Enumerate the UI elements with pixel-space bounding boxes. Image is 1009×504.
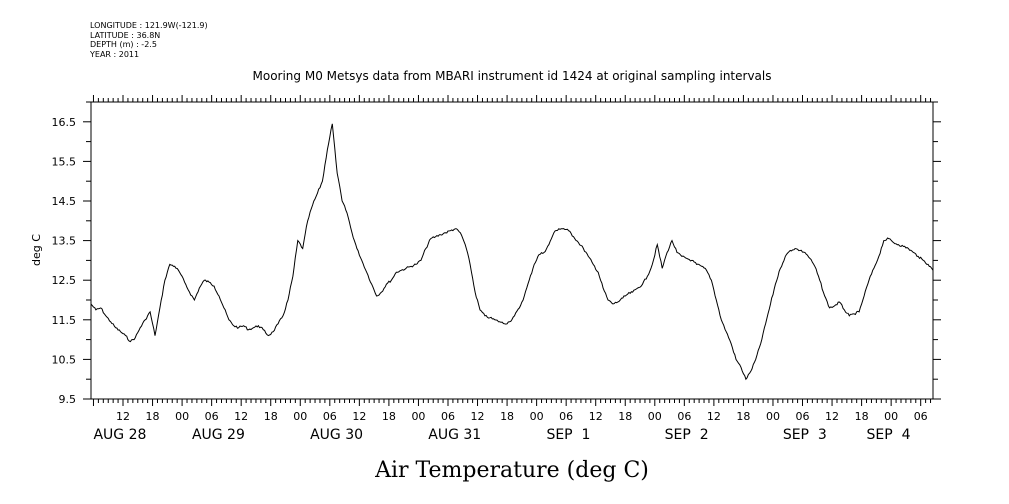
x-tick-label: 12 [116,410,130,423]
day-label: AUG 29 [192,427,245,443]
latitude-label: LATITUDE : 36.8N [90,30,161,40]
y-tick-label: 10.5 [52,353,77,366]
x-tick-label: 00 [411,410,425,423]
x-tick-label: 18 [736,410,750,423]
x-tick-label: 00 [175,410,189,423]
x-tick-label: 12 [234,410,248,423]
x-tick-label: 18 [855,410,869,423]
x-tick-labels: 12 18 00 06 12 18 00 06 12 18 00 06 12 18 00 06 12 18 00 06… [116,410,928,423]
x-tick-label: 06 [205,410,219,423]
x-tick-label: 00 [293,410,307,423]
chart-title: Mooring M0 Metsys data from MBARI instru… [253,69,772,83]
x-tick-label: 06 [323,410,337,423]
x-tick-label: 18 [618,410,632,423]
y-tick-label: 14.5 [52,195,77,208]
y-tick-label: 16.5 [52,116,77,129]
year-label: YEAR : 2011 [90,49,140,59]
day-label: SEP 2 [665,427,709,443]
day-labels: AUG 28 AUG 29 AUG 30 AUG 31 SEP 1 SEP 2 SEP 3 S… [93,427,910,443]
longitude-label: LONGITUDE : 121.9W(-121.9) [90,21,208,30]
plot-frame [90,101,934,400]
x-tick-label: 12 [825,410,839,423]
depth-label: DEPTH (m) : -2.5 [90,40,157,49]
y-tick-label: 9.5 [59,393,77,406]
x-tick-label: 06 [796,410,810,423]
y-tick-label: 13.5 [52,235,77,248]
x-tick-label: 06 [677,410,691,423]
x-tick-label: 18 [382,410,396,423]
x-tick-label: 12 [352,410,366,423]
metadata-block: LONGITUDE : 121.9W(-121.9) LATITUDE : 36… [90,21,208,59]
y-tick-label: 12.5 [52,274,77,287]
x-tick-label: 18 [146,410,160,423]
day-label: AUG 30 [310,427,363,443]
x-tick-label: 12 [707,410,721,423]
day-label: SEP 3 [783,427,827,443]
day-label: SEP 4 [867,427,911,443]
x-tick-label: 12 [471,410,485,423]
x-tick-label: 00 [530,410,544,423]
x-tick-label: 06 [914,410,928,423]
x-tick-label: 00 [766,410,780,423]
x-tick-label: 00 [884,410,898,423]
x-tick-label: 18 [264,410,278,423]
series-line [90,123,934,381]
x-tick-label: 00 [648,410,662,423]
y-axis-label: deg C [30,234,43,266]
y-tick-label: 11.5 [52,314,77,327]
x-tick-label: 06 [559,410,573,423]
day-label: SEP 1 [546,427,590,443]
x-axis-label: Air Temperature (deg C) [374,458,649,483]
y-tick-labels: 9.5 10.5 11.5 12.5 13.5 14.5 15.5 16.5 [52,116,77,406]
day-label: AUG 31 [428,427,481,443]
day-label: AUG 28 [93,427,146,443]
x-tick-label: 12 [589,410,603,423]
y-tick-label: 15.5 [52,155,77,168]
tick-marks [83,95,941,406]
x-tick-label: 18 [500,410,514,423]
x-tick-label: 06 [441,410,455,423]
